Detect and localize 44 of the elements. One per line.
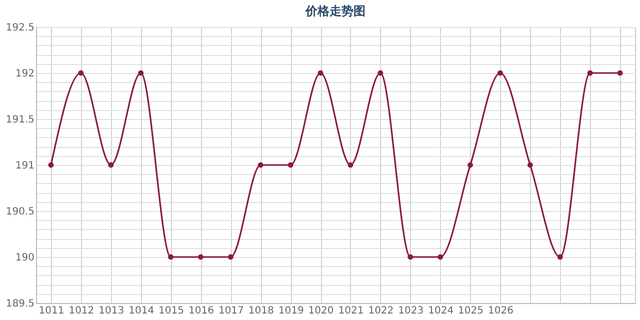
point <box>168 254 174 260</box>
point <box>557 254 563 260</box>
y-tick-label: 191 <box>15 160 34 172</box>
x-tick-label: 1021 <box>338 306 364 316</box>
x-tick-label: 1012 <box>68 306 94 316</box>
x-tick-label: 1025 <box>458 306 484 316</box>
x-tick-label: 1013 <box>98 306 124 316</box>
point <box>228 254 234 260</box>
x-tick-label: 1015 <box>158 306 184 316</box>
point <box>288 162 294 168</box>
point <box>468 162 474 168</box>
y-tick-label: 191.5 <box>6 114 34 126</box>
point <box>617 70 623 76</box>
point <box>348 162 354 168</box>
y-tick-label: 190.5 <box>6 206 34 218</box>
y-tick-label: 192.5 <box>6 22 34 34</box>
x-tick-label: 1026 <box>488 306 514 316</box>
point <box>408 254 414 260</box>
point <box>438 254 444 260</box>
chart-title: 价格走势图 <box>304 4 366 18</box>
point <box>198 254 204 260</box>
x-tick-label: 1016 <box>188 306 214 316</box>
x-tick-label: 1020 <box>308 306 334 316</box>
y-tick-label: 189.5 <box>6 298 34 310</box>
x-tick-label: 1017 <box>218 306 244 316</box>
point <box>587 70 593 76</box>
x-tick-label: 1024 <box>428 306 454 316</box>
x-tick-label: 1011 <box>38 306 64 316</box>
x-tick-label: 1014 <box>128 306 154 316</box>
point <box>108 162 114 168</box>
point <box>138 70 144 76</box>
point <box>318 70 324 76</box>
x-tick-label: 1018 <box>248 306 274 316</box>
y-tick-label: 192 <box>15 68 34 80</box>
point <box>258 162 264 168</box>
point <box>497 70 503 76</box>
y-tick-label: 190 <box>15 252 34 264</box>
x-tick-label: 1022 <box>368 306 394 316</box>
x-tick-label: 1023 <box>398 306 424 316</box>
point <box>78 70 84 76</box>
x-tick-label: 1019 <box>278 306 304 316</box>
point <box>378 70 384 76</box>
point <box>48 162 54 168</box>
point <box>527 162 533 168</box>
